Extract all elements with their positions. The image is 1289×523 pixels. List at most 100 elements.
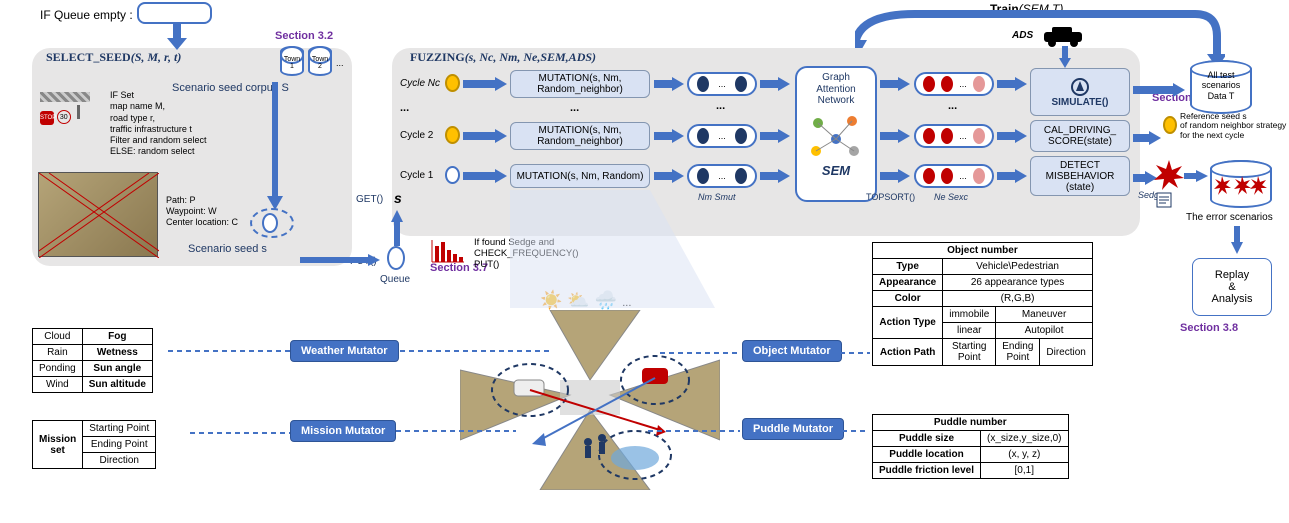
- get-s: s: [394, 190, 402, 206]
- starburst-icon: [1154, 160, 1184, 190]
- arr-sim-3: [997, 168, 1027, 184]
- mission-mutator-btn: Mission Mutator: [290, 420, 396, 442]
- cycle-dots3: ...: [716, 100, 725, 112]
- if-queue-label: IF Queue empty :: [40, 8, 133, 22]
- section-3-8: Section 3.8: [1180, 322, 1238, 334]
- arrow-ifq: [165, 24, 189, 50]
- section-3-2: Section 3.2: [275, 30, 333, 42]
- mission-table: Mission setStarting Point Ending Point D…: [32, 420, 156, 469]
- sexc-nc: ...: [914, 72, 994, 96]
- puddle-table: Puddle number Puddle size(x_size,y_size,…: [872, 414, 1069, 479]
- arrow-corpus-seed: [265, 82, 285, 210]
- arr-sim-1: [997, 76, 1027, 92]
- sem-box: Graph Attention Network SEM: [795, 66, 877, 202]
- ref-seed-circle: [1163, 116, 1177, 134]
- cycle-2-seed: [445, 126, 460, 144]
- queue-label: Queue: [380, 274, 410, 285]
- carla-icon: [1070, 77, 1090, 97]
- topsort-label: TOPSORT(): [866, 192, 915, 202]
- arr-out-1: [1133, 82, 1185, 98]
- error-label: The error scenarios: [1186, 212, 1273, 223]
- seed-s-label: Scenario seed s: [188, 243, 267, 255]
- cone: [510, 190, 720, 310]
- error-bursts: [1214, 176, 1268, 200]
- weather-mutator-btn: Weather Mutator: [290, 340, 399, 362]
- cycle-dots2: ...: [570, 102, 579, 114]
- cycle-1-seed: [445, 166, 460, 184]
- gat-label: Graph Attention Network: [816, 72, 855, 107]
- arr-err: [1184, 168, 1208, 184]
- dash-mission2: [396, 428, 516, 434]
- arr-nc-2: [654, 76, 684, 92]
- arr-sem-1: [880, 76, 910, 92]
- get-label: GET(): [356, 194, 383, 205]
- arr-nc-3: [760, 76, 790, 92]
- cycle-nc-seed: [445, 74, 460, 92]
- arr-get: [390, 210, 404, 246]
- cycle-nc-label: Cycle Nc: [400, 78, 440, 89]
- arr-sem-2: [880, 128, 910, 144]
- intersection-img: [38, 172, 158, 257]
- select-seed-func: SELECT_SEED(S, M, r, t): [46, 50, 181, 65]
- car-icon: [1040, 26, 1086, 48]
- if-queue-box: [137, 2, 212, 24]
- sexc-dots: ...: [948, 100, 957, 112]
- smut-c2: ...: [687, 124, 757, 148]
- arr-c1-3: [760, 168, 790, 184]
- mutation-nc: MUTATION(s, Nm, Random_neighbor): [510, 70, 650, 98]
- object-table: Object number TypeVehicle\Pedestrian App…: [872, 242, 1093, 366]
- arr-out-2: [1133, 130, 1161, 146]
- cal-driving-box: CAL_DRIVING_ SCORE(state): [1030, 120, 1130, 152]
- barchart-icon: [430, 240, 466, 264]
- sexc-c2: ...: [914, 124, 994, 148]
- weather-table: CloudFog RainWetness PondingSun angle Wi…: [32, 328, 153, 393]
- arr-c2-3: [760, 128, 790, 144]
- ads-arrow: [1058, 46, 1072, 68]
- sexc-c1: ...: [914, 164, 994, 188]
- dash-object: [660, 350, 740, 356]
- detect-box: DETECT MISBEHAVIOR (state): [1030, 156, 1130, 196]
- dash-puddle: [648, 428, 740, 434]
- dash-weather2: [400, 348, 550, 354]
- cycle-dots1: ...: [400, 102, 409, 114]
- sem-label: SEM: [822, 163, 850, 178]
- arr-sim-2: [997, 128, 1027, 144]
- path-text: Path: P Waypoint: W Center location: C: [166, 195, 238, 227]
- infra-icons: STOP 30: [40, 92, 100, 130]
- arr-c1-2: [654, 168, 684, 184]
- arr-c2-1: [463, 128, 507, 144]
- queue-oval: [387, 246, 405, 270]
- network-icon: [806, 111, 866, 163]
- puddle-mutator-btn: Puddle Mutator: [742, 418, 844, 440]
- dash-weather: [168, 348, 290, 354]
- dash-object2: [840, 350, 870, 356]
- dash-puddle2: [842, 428, 868, 434]
- smut-nc: ...: [687, 72, 757, 96]
- replay-box: Replay & Analysis: [1192, 258, 1272, 316]
- arr-c1-1: [463, 168, 507, 184]
- arr-put: [300, 252, 380, 268]
- arr-nc-1: [463, 76, 507, 92]
- cycle-2-label: Cycle 2: [400, 130, 433, 141]
- arr-sem-3: [880, 168, 910, 184]
- script-icon: [1156, 192, 1172, 208]
- town-dots: ...: [336, 58, 344, 68]
- simulate-box: SIMULATE(): [1030, 68, 1130, 116]
- seed-oval: [262, 213, 278, 233]
- if-set-text: IF Set map name M, road type r, traffic …: [110, 90, 207, 158]
- ref-seed-label: Reference seed s of random neighbor stra…: [1180, 112, 1288, 140]
- fuzzing-func: FUZZING(s, Nc, Nm, Ne,SEM,ADS): [410, 50, 596, 65]
- mutation-c2: MUTATION(s, Nm, Random_neighbor): [510, 122, 650, 150]
- dash-mission: [190, 430, 290, 436]
- smut-c1: ...: [687, 164, 757, 188]
- all-test-label: All test scenarios Data T: [1192, 70, 1250, 101]
- town1-label: Town 1: [282, 56, 302, 70]
- arr-c2-2: [654, 128, 684, 144]
- ads-label: ADS: [1012, 30, 1033, 41]
- arr-replay: [1230, 226, 1244, 254]
- center-intersection: [460, 310, 720, 490]
- cycle-1-label: Cycle 1: [400, 170, 433, 181]
- town2-label: Town 2: [310, 56, 330, 70]
- ne-sexc: Ne Sexc: [934, 192, 968, 202]
- mutation-c1: MUTATION(s, Nm, Random): [510, 164, 650, 188]
